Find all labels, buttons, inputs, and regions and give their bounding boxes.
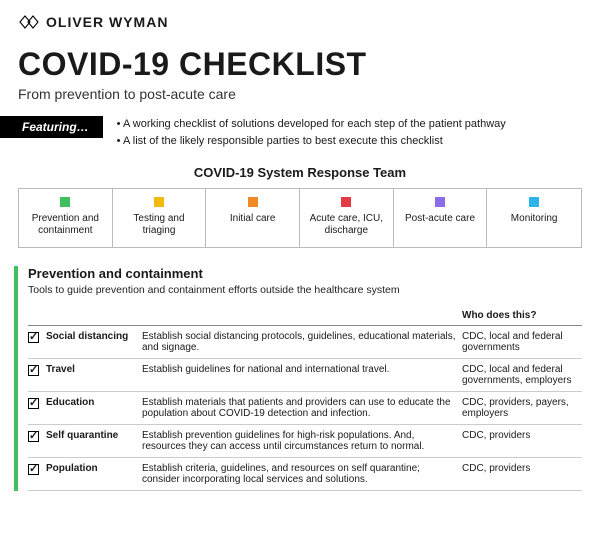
table-row: PopulationEstablish criteria, guidelines…	[28, 458, 582, 491]
team-stage: Prevention and containment	[19, 189, 113, 247]
page-subtitle: From prevention to post-acute care	[18, 86, 582, 102]
team-stage: Testing and triaging	[113, 189, 207, 247]
section-title: Prevention and containment	[28, 266, 582, 281]
row-desc: Establish criteria, guidelines, and reso…	[142, 458, 462, 491]
checkbox-icon	[28, 431, 39, 442]
row-desc: Establish prevention guidelines for high…	[142, 425, 462, 458]
team-stage-label: Initial care	[210, 213, 295, 225]
section-prevention: Prevention and containment Tools to guid…	[14, 266, 582, 491]
team-stage-label: Testing and triaging	[117, 213, 202, 237]
team-stage-label: Monitoring	[491, 213, 577, 225]
swatch-icon	[248, 197, 258, 207]
checkbox-icon	[28, 365, 39, 376]
row-desc: Establish guidelines for national and in…	[142, 359, 462, 392]
row-name: Self quarantine	[46, 425, 142, 458]
swatch-icon	[435, 197, 445, 207]
row-desc: Establish social distancing protocols, g…	[142, 326, 462, 359]
team-stage: Initial care	[206, 189, 300, 247]
team-title: COVID-19 System Response Team	[18, 165, 582, 180]
checkbox-icon	[28, 332, 39, 343]
row-who: CDC, local and federal governments, empl…	[462, 359, 582, 392]
brand-name: OLIVER WYMAN	[46, 14, 168, 30]
checklist-table: Who does this? Social distancingEstablis…	[28, 306, 582, 491]
team-stage: Monitoring	[487, 189, 581, 247]
featuring-badge: Featuring…	[0, 116, 103, 138]
featuring-block: Featuring… A working checklist of soluti…	[0, 116, 582, 149]
table-row: Self quarantineEstablish prevention guid…	[28, 425, 582, 458]
swatch-icon	[529, 197, 539, 207]
team-stage: Acute care, ICU, discharge	[300, 189, 394, 247]
row-desc: Establish materials that patients and pr…	[142, 392, 462, 425]
row-who: CDC, providers, payers, employers	[462, 392, 582, 425]
row-name: Travel	[46, 359, 142, 392]
team-stages: Prevention and containment Testing and t…	[18, 188, 582, 248]
checkbox-icon	[28, 398, 39, 409]
swatch-icon	[341, 197, 351, 207]
featuring-list: A working checklist of solutions develop…	[117, 116, 506, 149]
swatch-icon	[60, 197, 70, 207]
team-stage-label: Prevention and containment	[23, 213, 108, 237]
who-header: Who does this?	[462, 306, 582, 326]
featuring-item: A working checklist of solutions develop…	[117, 116, 506, 133]
page-title: COVID-19 CHECKLIST	[18, 48, 582, 80]
row-name: Population	[46, 458, 142, 491]
team-stage: Post-acute care	[394, 189, 488, 247]
brand-logo-icon	[18, 14, 40, 30]
row-who: CDC, local and federal governments	[462, 326, 582, 359]
row-name: Social distancing	[46, 326, 142, 359]
checkbox-icon	[28, 464, 39, 475]
featuring-item: A list of the likely responsible parties…	[117, 133, 506, 150]
team-stage-label: Post-acute care	[398, 213, 483, 225]
row-who: CDC, providers	[462, 458, 582, 491]
row-who: CDC, providers	[462, 425, 582, 458]
section-desc: Tools to guide prevention and containmen…	[28, 284, 582, 296]
brand-header: OLIVER WYMAN	[18, 14, 582, 30]
swatch-icon	[154, 197, 164, 207]
table-row: TravelEstablish guidelines for national …	[28, 359, 582, 392]
row-name: Education	[46, 392, 142, 425]
team-stage-label: Acute care, ICU, discharge	[304, 213, 389, 237]
table-row: Social distancingEstablish social distan…	[28, 326, 582, 359]
table-row: EducationEstablish materials that patien…	[28, 392, 582, 425]
